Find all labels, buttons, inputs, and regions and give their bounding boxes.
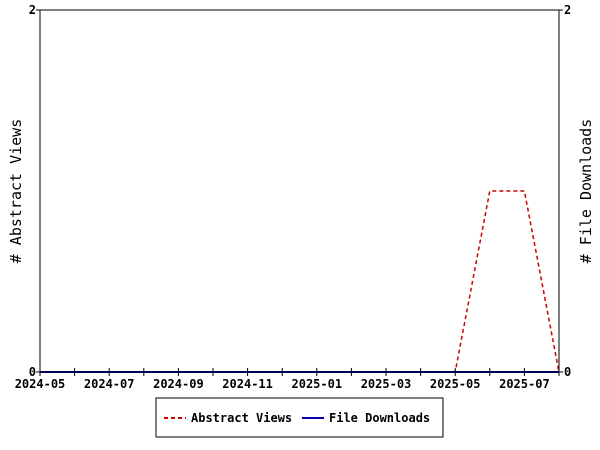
plot-area	[40, 190, 560, 373]
x-tick-label: 2025-03	[361, 377, 412, 391]
x-tick-label: 2024-07	[84, 377, 135, 391]
legend-box	[155, 397, 444, 438]
x-tick-label: 2025-07	[499, 377, 550, 391]
y-right-tick-label: 2	[564, 3, 571, 17]
x-tick-label: 2024-05	[15, 377, 66, 391]
y-right-axis-title: # File Downloads	[577, 119, 595, 264]
x-tick-label: 2024-11	[222, 377, 273, 391]
y-left-tick-label: 0	[29, 365, 36, 379]
legend-label: Abstract Views	[191, 411, 292, 425]
legend: Abstract Views File Downloads	[155, 397, 444, 438]
x-tick-label: 2025-01	[292, 377, 343, 391]
legend-label: File Downloads	[329, 411, 430, 425]
x-tick-label: 2024-09	[153, 377, 204, 391]
y-left-axis-title: # Abstract Views	[7, 119, 25, 264]
y-right-tick-label: 0	[564, 365, 571, 379]
series-line-abstract-views	[40, 190, 560, 373]
x-tick-label: 2025-05	[430, 377, 481, 391]
axes: 2024-05 2024-07 2024-09 2024-11 2025-01 2025-…	[7, 3, 595, 391]
plot-frame	[39, 9, 560, 373]
y-left-tick-label: 2	[29, 3, 36, 17]
